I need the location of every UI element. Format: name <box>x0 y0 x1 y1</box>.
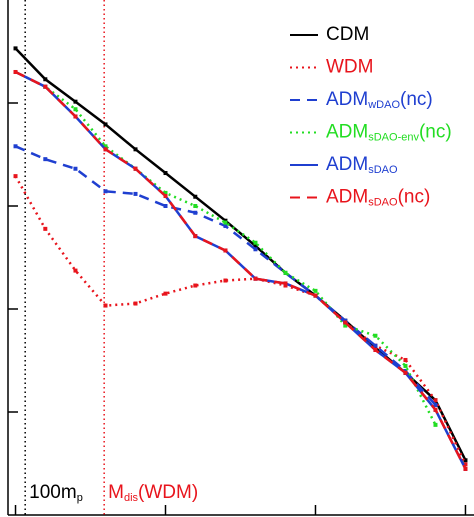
point-marker <box>73 99 78 104</box>
point-marker <box>223 220 228 225</box>
point-marker <box>223 248 228 253</box>
point-marker <box>223 223 228 228</box>
point-marker <box>103 147 108 152</box>
point-marker <box>373 333 378 338</box>
reference-label: Mdis(WDM) <box>108 482 198 504</box>
point-marker <box>103 122 108 127</box>
point-marker <box>103 303 108 308</box>
series-line <box>14 70 467 470</box>
point-marker <box>73 114 78 119</box>
legend-name: CDM <box>326 24 369 45</box>
point-marker <box>103 189 108 194</box>
legend-label: ADMwDAO(nc) <box>326 89 433 111</box>
legend-suffix: (nc) <box>398 187 431 208</box>
point-marker <box>193 210 198 215</box>
point-marker <box>253 276 258 281</box>
label-text: 100m <box>29 482 77 503</box>
point-marker <box>433 407 438 412</box>
point-marker <box>163 194 168 199</box>
point-marker <box>133 147 138 152</box>
point-marker <box>283 283 288 288</box>
point-marker <box>403 363 408 368</box>
legend-name: ADM <box>326 154 368 175</box>
point-marker <box>43 157 48 162</box>
point-marker <box>13 46 18 51</box>
point-marker <box>73 268 78 273</box>
point-marker <box>283 270 288 275</box>
legend-suffix: (nc) <box>419 122 452 143</box>
point-marker <box>253 240 258 245</box>
legend-subscript: sDAO <box>368 196 398 208</box>
point-marker <box>133 301 138 306</box>
legend-label: WDM <box>326 57 373 78</box>
legend-label: ADMsDAO <box>326 154 398 176</box>
reference-label: 100mp <box>29 482 83 504</box>
series-line <box>14 70 437 426</box>
point-marker <box>403 370 408 375</box>
legend-label: ADMsDAO-env(nc) <box>326 122 452 144</box>
legend-name: WDM <box>326 57 373 78</box>
point-marker <box>13 69 18 74</box>
point-marker <box>253 247 258 252</box>
point-marker <box>463 466 468 471</box>
point-marker <box>433 422 438 427</box>
legend-suffix: (nc) <box>400 89 433 110</box>
point-marker <box>103 144 108 149</box>
point-marker <box>463 458 468 463</box>
point-marker <box>193 194 198 199</box>
point-marker <box>343 323 348 328</box>
label-suffix: (WDM) <box>138 482 198 503</box>
point-marker <box>13 174 18 179</box>
point-marker <box>163 171 168 176</box>
point-marker <box>433 398 438 403</box>
point-marker <box>73 107 78 112</box>
point-marker <box>373 343 378 348</box>
legend-subscript: sDAO <box>368 164 398 176</box>
point-marker <box>433 402 438 407</box>
point-marker <box>163 190 168 195</box>
point-marker <box>253 243 258 248</box>
point-marker <box>463 462 468 467</box>
legend-label: CDM <box>326 24 369 45</box>
point-marker <box>193 234 198 239</box>
point-marker <box>313 288 318 293</box>
legend-name: ADM <box>326 89 368 110</box>
point-marker <box>313 293 318 298</box>
point-marker <box>223 278 228 283</box>
point-marker <box>163 204 168 208</box>
point-marker <box>343 320 348 325</box>
label-subscript: dis <box>124 492 139 504</box>
legend-name: ADM <box>326 187 368 208</box>
point-marker <box>13 144 18 149</box>
legend-label: ADMsDAO(nc) <box>326 187 430 209</box>
point-marker <box>43 77 48 82</box>
point-marker <box>73 166 78 171</box>
label-text: M <box>108 482 124 503</box>
point-marker <box>43 84 48 89</box>
point-marker <box>133 166 138 171</box>
point-marker <box>43 226 48 231</box>
point-marker <box>133 191 138 196</box>
point-marker <box>403 357 408 362</box>
point-marker <box>193 204 198 208</box>
point-marker <box>163 291 168 296</box>
series-line <box>14 175 467 465</box>
point-marker <box>193 283 198 288</box>
point-marker <box>373 345 378 350</box>
point-marker <box>283 281 288 286</box>
point-marker <box>373 347 378 352</box>
series-line <box>15 145 437 406</box>
label-subscript: p <box>77 492 83 504</box>
legend-subscript: wDAO <box>367 99 400 111</box>
legend-name: ADM <box>326 122 368 143</box>
legend-subscript: sDAO-env <box>368 131 419 143</box>
